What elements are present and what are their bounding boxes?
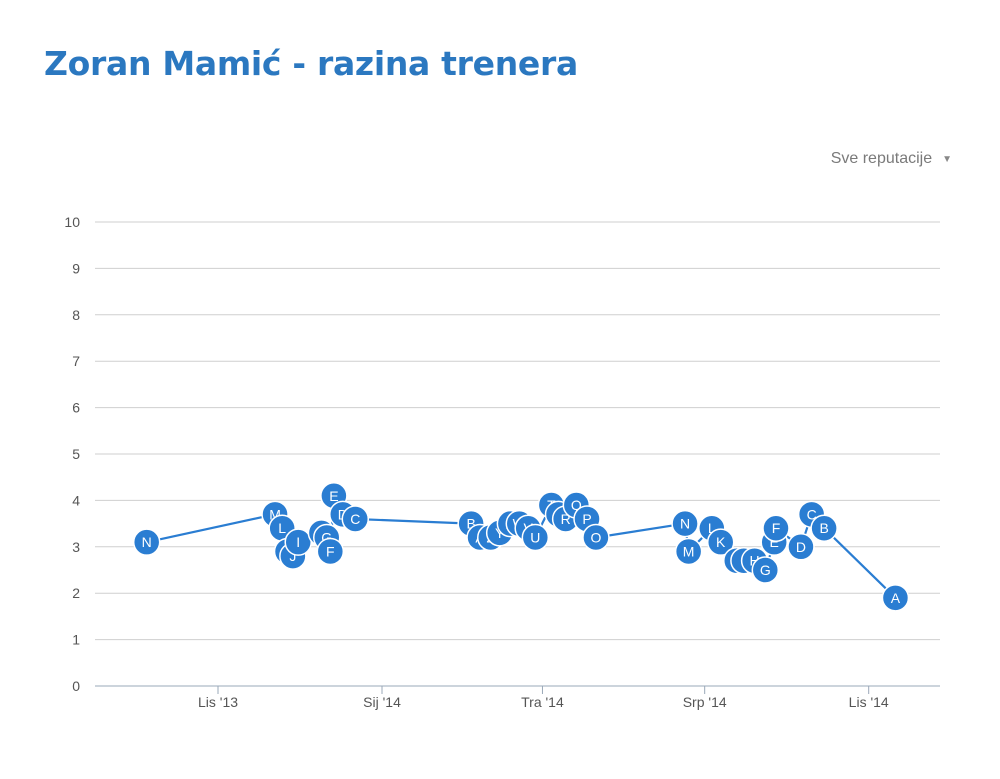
data-point-marker xyxy=(881,584,910,612)
data-point-label: K xyxy=(716,534,726,550)
data-point-label: P xyxy=(582,511,591,527)
x-tick-label: Sij '14 xyxy=(363,694,401,710)
data-point: F xyxy=(316,537,345,566)
data-point-marker xyxy=(787,533,815,561)
y-tick-label: 5 xyxy=(72,446,80,462)
data-point-label: M xyxy=(269,506,281,522)
data-point-label: E xyxy=(770,534,779,550)
y-tick-label: 7 xyxy=(72,353,80,369)
y-tick-label: 10 xyxy=(64,214,80,230)
data-point-marker xyxy=(751,556,780,584)
data-point-marker xyxy=(674,537,703,566)
data-point: M xyxy=(674,537,703,566)
reputation-filter-label: Sve reputacije xyxy=(830,150,933,167)
data-point-label: F xyxy=(326,543,335,559)
data-point: N xyxy=(671,509,699,538)
data-point-marker xyxy=(706,528,735,556)
data-point-label: B xyxy=(466,516,475,532)
data-point-label: C xyxy=(807,506,817,522)
data-point-marker xyxy=(671,509,699,538)
data-point-marker xyxy=(316,537,345,566)
data-point-marker xyxy=(132,528,161,556)
data-point-label: I xyxy=(296,534,300,550)
y-tick-label: 6 xyxy=(72,400,80,416)
data-point-label: N xyxy=(680,516,690,532)
data-point-label: G xyxy=(321,530,332,546)
data-point-marker xyxy=(762,514,790,542)
data-point-label: D xyxy=(796,539,806,555)
y-tick-label: 3 xyxy=(72,539,80,555)
data-point: D xyxy=(787,533,815,561)
data-point-label: N xyxy=(142,534,152,550)
data-point-label: F xyxy=(772,520,781,536)
reputation-filter-dropdown[interactable]: Sve reputacije ▼ xyxy=(831,150,952,168)
data-point: G xyxy=(751,556,780,584)
y-tick-label: 0 xyxy=(72,678,80,694)
data-point: A xyxy=(881,584,910,612)
y-tick-label: 8 xyxy=(72,307,80,323)
y-tick-label: 9 xyxy=(72,260,80,276)
data-point-label: A xyxy=(891,590,901,606)
series-points: NMLKJIHGFEDCBAZYXWVUTSRQPONMLKJIHGEFDCBA xyxy=(132,482,910,612)
data-point-label: E xyxy=(329,488,338,504)
data-point: F xyxy=(762,514,790,542)
data-point: N xyxy=(132,528,161,556)
data-point: B xyxy=(810,514,838,542)
data-point: U xyxy=(521,523,550,552)
grid-lines xyxy=(95,221,940,641)
y-tick-label: 1 xyxy=(72,632,80,648)
data-point: O xyxy=(582,523,610,552)
data-point-label: R xyxy=(561,511,571,527)
data-point-marker xyxy=(341,505,370,533)
y-tick-label: 4 xyxy=(72,492,80,508)
data-point-label: M xyxy=(683,543,695,559)
data-point-label: C xyxy=(350,511,360,527)
y-axis-ticks: 0 1 2 3 4 5 6 7 8 9 10 xyxy=(64,214,80,694)
data-point-label: G xyxy=(760,562,771,578)
data-point-marker xyxy=(810,514,838,542)
data-point: K xyxy=(706,528,735,556)
data-point-label: H xyxy=(750,553,760,569)
data-point-label: B xyxy=(819,520,828,536)
data-point-label: Q xyxy=(571,497,582,513)
caret-down-icon: ▼ xyxy=(942,153,952,165)
data-point-label: J xyxy=(289,548,296,564)
x-axis: Lis '13 Sij '14 Tra '14 Srp '14 Lis '14 xyxy=(95,685,940,710)
x-tick-label: Tra '14 xyxy=(521,694,564,710)
x-tick-label: Lis '14 xyxy=(849,694,889,710)
x-tick-label: Srp '14 xyxy=(683,694,727,710)
y-tick-label: 2 xyxy=(72,585,80,601)
x-tick-label: Lis '13 xyxy=(198,694,238,710)
data-point-label: Y xyxy=(495,525,505,541)
data-point-marker xyxy=(521,523,550,552)
data-point-label: L xyxy=(278,520,286,536)
data-point: C xyxy=(341,505,370,533)
data-point: I xyxy=(284,528,312,556)
data-point-label: O xyxy=(590,530,601,546)
data-point-marker xyxy=(284,528,312,556)
page-title: Zoran Mamić - razina trenera xyxy=(44,44,578,83)
data-point-marker xyxy=(582,523,610,552)
data-point-label: U xyxy=(530,530,540,546)
data-point-label: L xyxy=(708,520,716,536)
